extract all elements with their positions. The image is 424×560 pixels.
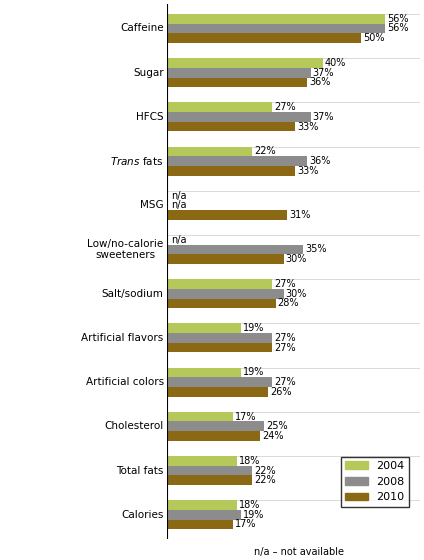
- Text: 27%: 27%: [274, 377, 296, 387]
- Bar: [167, 298, 276, 309]
- Bar: [167, 166, 295, 176]
- Text: 22%: 22%: [254, 465, 276, 475]
- Bar: [167, 367, 241, 377]
- Text: 22%: 22%: [254, 475, 276, 486]
- Bar: [167, 58, 323, 68]
- Bar: [167, 520, 233, 529]
- Text: Artificial flavors: Artificial flavors: [81, 333, 164, 343]
- Text: 30%: 30%: [285, 289, 307, 298]
- Bar: [167, 343, 272, 352]
- Bar: [167, 147, 252, 156]
- Text: Low/no-calorie
sweeteners: Low/no-calorie sweeteners: [87, 239, 164, 260]
- Text: 17%: 17%: [235, 412, 257, 422]
- Text: 36%: 36%: [309, 77, 330, 87]
- Bar: [167, 24, 385, 34]
- Text: n/a: n/a: [171, 200, 186, 211]
- Text: 56%: 56%: [387, 24, 408, 34]
- Bar: [167, 333, 272, 343]
- Text: 19%: 19%: [243, 510, 264, 520]
- Bar: [167, 68, 311, 77]
- Text: 37%: 37%: [313, 112, 334, 122]
- Bar: [167, 475, 252, 485]
- Text: 28%: 28%: [278, 298, 299, 309]
- Text: n/a: n/a: [171, 235, 186, 245]
- Text: n/a – not available: n/a – not available: [254, 547, 344, 557]
- Bar: [167, 34, 361, 43]
- Text: Artificial colors: Artificial colors: [86, 377, 164, 387]
- Text: 27%: 27%: [274, 102, 296, 112]
- Text: HFCS: HFCS: [136, 112, 164, 122]
- Text: MSG: MSG: [140, 200, 164, 211]
- Bar: [167, 456, 237, 466]
- Text: 33%: 33%: [297, 166, 318, 176]
- Text: 56%: 56%: [387, 14, 408, 24]
- Bar: [167, 323, 241, 333]
- Bar: [167, 77, 307, 87]
- Text: Salt/sodium: Salt/sodium: [102, 289, 164, 298]
- Text: Calories: Calories: [121, 510, 164, 520]
- Text: n/a: n/a: [171, 190, 186, 200]
- Text: 17%: 17%: [235, 520, 257, 529]
- Text: Sugar: Sugar: [133, 68, 164, 78]
- Text: 36%: 36%: [309, 156, 330, 166]
- Text: 37%: 37%: [313, 68, 334, 78]
- Text: 50%: 50%: [363, 33, 385, 43]
- Bar: [167, 377, 272, 387]
- Text: Cholesterol: Cholesterol: [104, 421, 164, 431]
- Bar: [167, 122, 295, 132]
- Text: 27%: 27%: [274, 343, 296, 353]
- Text: 24%: 24%: [262, 431, 284, 441]
- Text: 19%: 19%: [243, 367, 264, 377]
- Text: 22%: 22%: [254, 146, 276, 156]
- Text: 26%: 26%: [270, 387, 291, 397]
- Text: $\mathit{Trans}$ fats: $\mathit{Trans}$ fats: [110, 155, 164, 167]
- Bar: [167, 245, 303, 254]
- Bar: [167, 14, 385, 24]
- Legend: 2004, 2008, 2010: 2004, 2008, 2010: [341, 457, 409, 507]
- Bar: [167, 422, 264, 431]
- Text: 31%: 31%: [290, 210, 311, 220]
- Text: 27%: 27%: [274, 333, 296, 343]
- Bar: [167, 112, 311, 122]
- Bar: [167, 102, 272, 112]
- Text: 25%: 25%: [266, 421, 287, 431]
- Text: 30%: 30%: [285, 254, 307, 264]
- Text: Caffeine: Caffeine: [120, 24, 164, 34]
- Bar: [167, 500, 237, 510]
- Bar: [167, 412, 233, 422]
- Text: 18%: 18%: [239, 456, 260, 466]
- Text: 27%: 27%: [274, 279, 296, 289]
- Text: 35%: 35%: [305, 245, 326, 254]
- Bar: [167, 387, 268, 396]
- Text: 40%: 40%: [324, 58, 346, 68]
- Bar: [167, 289, 284, 298]
- Text: 33%: 33%: [297, 122, 318, 132]
- Bar: [167, 210, 287, 220]
- Bar: [167, 254, 284, 264]
- Text: Total fats: Total fats: [116, 465, 164, 475]
- Text: 18%: 18%: [239, 500, 260, 510]
- Bar: [167, 156, 307, 166]
- Bar: [167, 279, 272, 289]
- Bar: [167, 510, 241, 520]
- Bar: [167, 466, 252, 475]
- Text: 19%: 19%: [243, 323, 264, 333]
- Bar: [167, 431, 260, 441]
